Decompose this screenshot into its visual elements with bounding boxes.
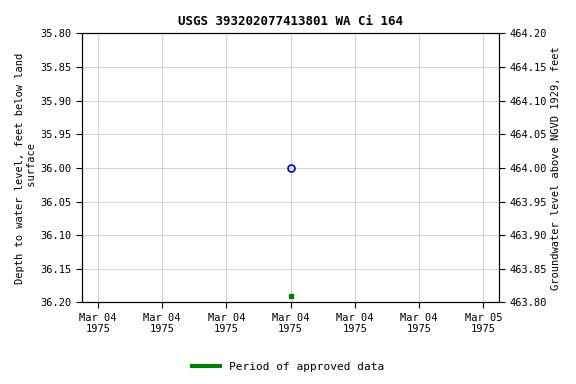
Y-axis label: Depth to water level, feet below land
 surface: Depth to water level, feet below land su… xyxy=(15,52,37,283)
Y-axis label: Groundwater level above NGVD 1929, feet: Groundwater level above NGVD 1929, feet xyxy=(551,46,561,290)
Legend: Period of approved data: Period of approved data xyxy=(188,358,388,377)
Title: USGS 393202077413801 WA Ci 164: USGS 393202077413801 WA Ci 164 xyxy=(178,15,403,28)
